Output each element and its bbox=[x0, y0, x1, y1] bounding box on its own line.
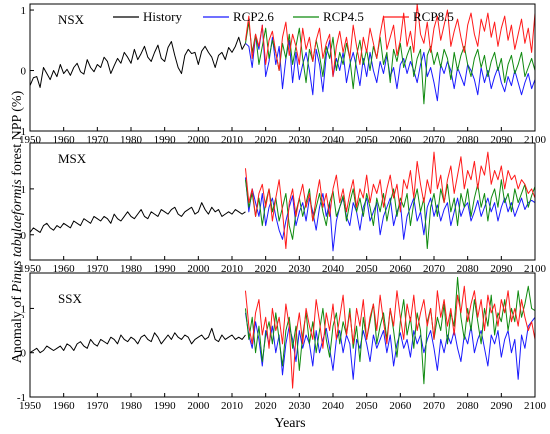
y-tick-label-nsx: 0 bbox=[21, 66, 27, 78]
series-line-msx-rcp45 bbox=[244, 179, 536, 250]
series-line-msx-history bbox=[29, 202, 246, 233]
x-tick-label-nsx: 1990 bbox=[154, 134, 177, 146]
y-tick-label-ssx: 0 bbox=[21, 348, 27, 360]
y-axis-title-species: Pinus tabulaeformis bbox=[10, 179, 25, 294]
panel-label-nsx: NSX bbox=[58, 12, 85, 27]
x-tick-label-ssx: 2030 bbox=[288, 400, 311, 412]
series-line-msx-rcp26 bbox=[244, 177, 536, 252]
x-tick-label-nsx: 2060 bbox=[389, 134, 412, 146]
series-line-nsx-rcp26 bbox=[245, 24, 536, 102]
x-tick-label-msx: 1970 bbox=[86, 263, 109, 275]
x-tick-label-ssx: 2000 bbox=[187, 400, 210, 412]
panel-frame-nsx bbox=[29, 3, 536, 132]
x-tick-label-msx: 2020 bbox=[255, 263, 278, 275]
y-tick-label-msx: 0 bbox=[21, 230, 27, 242]
x-tick-label-msx: 2090 bbox=[490, 263, 513, 275]
series-line-ssx-rcp26 bbox=[244, 312, 536, 380]
x-tick-label-msx: 2000 bbox=[187, 263, 210, 275]
x-tick-label-msx: 2030 bbox=[288, 263, 311, 275]
series-line-msx-rcp85 bbox=[244, 151, 536, 250]
panel-label-ssx: SSX bbox=[58, 291, 82, 306]
x-tick-label-ssx: 1980 bbox=[120, 400, 143, 412]
y-axis-title-prefix: Anomaly of bbox=[10, 292, 25, 363]
panel-msx: 1950 1960 1970 1980 1990 2000 2010 2020 2030 2040… bbox=[19, 142, 547, 275]
x-tick-label-ssx: 1960 bbox=[53, 400, 76, 412]
panel-ssx: 1950 1960 1970 1980 1990 2000 2010 2020 2030 2040… bbox=[17, 272, 547, 412]
x-tick-label-ssx: 1970 bbox=[86, 400, 109, 412]
x-tick-label-ssx: 2060 bbox=[389, 400, 412, 412]
x-tick-label-nsx: 1960 bbox=[53, 134, 76, 146]
legend-label-rcp26: RCP2.6 bbox=[233, 9, 274, 24]
x-tick-label-ssx: 2090 bbox=[490, 400, 513, 412]
x-tick-label-nsx: 1980 bbox=[120, 134, 143, 146]
panels: 1950 1960 1970 1980 1990 2000 2010 2020 2030 2040… bbox=[17, 3, 547, 412]
x-tick-label-msx: 2050 bbox=[356, 263, 379, 275]
x-tick-label-nsx: 2080 bbox=[457, 134, 480, 146]
panel-frame-msx bbox=[29, 142, 536, 261]
x-tick-label-ssx: 2080 bbox=[457, 400, 480, 412]
y-tick-label-ssx: 1 bbox=[21, 303, 27, 315]
x-axis-title: Years bbox=[274, 416, 305, 431]
y-tick-label-ssx: -1 bbox=[17, 392, 26, 404]
x-tick-label-nsx: 2040 bbox=[322, 134, 345, 146]
x-tick-label-ssx: 2020 bbox=[255, 400, 278, 412]
y-tick-label-nsx: -1 bbox=[17, 126, 26, 138]
series-line-ssx-rcp45 bbox=[244, 276, 536, 385]
series-line-ssx-history bbox=[29, 327, 246, 354]
y-tick-label-msx: 1 bbox=[21, 184, 27, 196]
x-tick-label-nsx: 2070 bbox=[423, 134, 446, 146]
x-tick-label-msx: 2010 bbox=[221, 263, 244, 275]
x-tick-label-msx: 1980 bbox=[120, 263, 143, 275]
panel-nsx: 1950 1960 1970 1980 1990 2000 2010 2020 2030 2040… bbox=[17, 3, 547, 146]
series-line-nsx-rcp45 bbox=[244, 21, 536, 105]
x-tick-label-nsx: 2000 bbox=[187, 134, 210, 146]
x-tick-label-ssx: 2070 bbox=[423, 400, 446, 412]
x-tick-label-msx: 2060 bbox=[389, 263, 412, 275]
x-tick-label-ssx: 1990 bbox=[154, 400, 177, 412]
x-tick-label-msx: 2080 bbox=[457, 263, 480, 275]
x-tick-label-nsx: 2090 bbox=[490, 134, 513, 146]
x-tick-label-nsx: 2030 bbox=[288, 134, 311, 146]
series-line-nsx-rcp85 bbox=[244, 3, 536, 78]
legend-label-rcp85: RCP8.5 bbox=[413, 9, 454, 24]
x-tick-label-ssx: 2050 bbox=[356, 400, 379, 412]
y-tick-label-nsx: 1 bbox=[21, 5, 27, 17]
x-tick-label-msx: 1960 bbox=[53, 263, 76, 275]
x-tick-label-nsx: 2050 bbox=[356, 134, 379, 146]
series-line-ssx-rcp85 bbox=[244, 285, 536, 389]
x-tick-label-msx: 1990 bbox=[154, 263, 177, 275]
x-tick-label-nsx: 2010 bbox=[221, 134, 244, 146]
x-tick-label-nsx: 2020 bbox=[255, 134, 278, 146]
x-tick-label-nsx: 1970 bbox=[86, 134, 109, 146]
y-axis-title-suffix: forest NPP (%) bbox=[10, 90, 25, 179]
x-tick-label-ssx: 2040 bbox=[322, 400, 345, 412]
legend-label-rcp45: RCP4.5 bbox=[323, 9, 364, 24]
x-tick-label-ssx: 2010 bbox=[221, 400, 244, 412]
x-tick-label-msx: 2100 bbox=[524, 263, 547, 275]
x-tick-label-msx: 2040 bbox=[322, 263, 345, 275]
x-tick-label-msx: 2070 bbox=[423, 263, 446, 275]
y-axis-title: Anomaly of Pinus tabulaeformis forest NP… bbox=[10, 90, 25, 363]
x-tick-label-msx: 1950 bbox=[19, 263, 42, 275]
panel-frame-ssx bbox=[29, 272, 536, 398]
panel-label-msx: MSX bbox=[58, 151, 87, 166]
x-tick-label-ssx: 2100 bbox=[524, 400, 547, 412]
legend-label-history: History bbox=[143, 9, 183, 24]
legend: History RCP2.6 RCP4.5 RCP8.5 bbox=[113, 9, 454, 24]
series-line-nsx-history bbox=[29, 36, 246, 88]
x-tick-label-ssx: 1950 bbox=[19, 400, 42, 412]
